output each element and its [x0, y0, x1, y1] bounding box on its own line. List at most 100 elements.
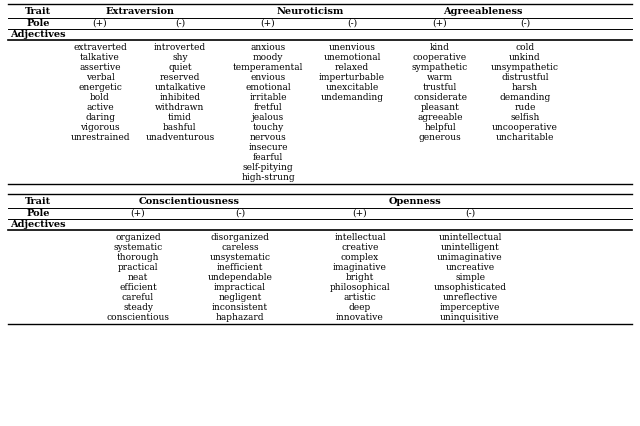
Text: demanding: demanding	[499, 92, 550, 101]
Text: artistic: artistic	[344, 293, 376, 302]
Text: inhibited: inhibited	[159, 92, 200, 101]
Text: fearful: fearful	[253, 153, 283, 161]
Text: unintellectual: unintellectual	[438, 233, 502, 242]
Text: irritable: irritable	[249, 92, 287, 101]
Text: uncooperative: uncooperative	[492, 123, 558, 132]
Text: systematic: systematic	[113, 242, 163, 251]
Text: Openness: Openness	[388, 196, 442, 205]
Text: thorough: thorough	[116, 253, 159, 262]
Text: conscientious: conscientious	[106, 313, 170, 322]
Text: considerate: considerate	[413, 92, 467, 101]
Text: vigorous: vigorous	[80, 123, 120, 132]
Text: intellectual: intellectual	[334, 233, 386, 242]
Text: unimaginative: unimaginative	[437, 253, 503, 262]
Text: steady: steady	[123, 302, 153, 311]
Text: Pole: Pole	[26, 209, 50, 218]
Text: self-pitying: self-pitying	[243, 162, 293, 172]
Text: (-): (-)	[465, 209, 475, 218]
Text: temperamental: temperamental	[233, 63, 303, 72]
Text: reserved: reserved	[160, 72, 200, 81]
Text: agreeable: agreeable	[417, 112, 463, 121]
Text: unenvious: unenvious	[328, 43, 376, 52]
Text: helpful: helpful	[424, 123, 456, 132]
Text: careful: careful	[122, 293, 154, 302]
Text: warm: warm	[427, 72, 453, 81]
Text: uncreative: uncreative	[445, 262, 495, 271]
Text: active: active	[86, 103, 114, 112]
Text: efficient: efficient	[119, 282, 157, 291]
Text: daring: daring	[85, 112, 115, 121]
Text: inconsistent: inconsistent	[212, 302, 268, 311]
Text: bashful: bashful	[163, 123, 196, 132]
Text: (-): (-)	[235, 209, 245, 218]
Text: bold: bold	[90, 92, 110, 101]
Text: (+): (+)	[93, 19, 108, 28]
Text: emotional: emotional	[245, 83, 291, 92]
Text: (-): (-)	[175, 19, 185, 28]
Text: deep: deep	[349, 302, 371, 311]
Text: Agreeableness: Agreeableness	[443, 6, 522, 15]
Text: anxious: anxious	[250, 43, 285, 52]
Text: (+): (+)	[260, 19, 275, 28]
Text: timid: timid	[168, 112, 192, 121]
Text: organized: organized	[115, 233, 161, 242]
Text: negligent: negligent	[218, 293, 262, 302]
Text: distrustful: distrustful	[501, 72, 548, 81]
Text: unsystematic: unsystematic	[209, 253, 271, 262]
Text: careless: careless	[221, 242, 259, 251]
Text: simple: simple	[455, 273, 485, 282]
Text: Pole: Pole	[26, 19, 50, 28]
Text: shy: shy	[172, 52, 188, 61]
Text: Trait: Trait	[25, 6, 51, 15]
Text: uninquisitive: uninquisitive	[440, 313, 500, 322]
Text: imperceptive: imperceptive	[440, 302, 500, 311]
Text: jealous: jealous	[252, 112, 284, 121]
Text: complex: complex	[341, 253, 379, 262]
Text: pleasant: pleasant	[420, 103, 460, 112]
Text: Adjectives: Adjectives	[10, 30, 66, 39]
Text: harsh: harsh	[512, 83, 538, 92]
Text: trustful: trustful	[423, 83, 457, 92]
Text: withdrawn: withdrawn	[156, 103, 205, 112]
Text: undemanding: undemanding	[321, 92, 383, 101]
Text: unsophisticated: unsophisticated	[433, 282, 506, 291]
Text: (-): (-)	[520, 19, 530, 28]
Text: (+): (+)	[433, 19, 447, 28]
Text: rude: rude	[515, 103, 536, 112]
Text: imaginative: imaginative	[333, 262, 387, 271]
Text: (+): (+)	[131, 209, 145, 218]
Text: unrestrained: unrestrained	[70, 132, 130, 141]
Text: kind: kind	[430, 43, 450, 52]
Text: unsympathetic: unsympathetic	[491, 63, 559, 72]
Text: cold: cold	[515, 43, 534, 52]
Text: imperturbable: imperturbable	[319, 72, 385, 81]
Text: unexcitable: unexcitable	[325, 83, 379, 92]
Text: Neuroticism: Neuroticism	[276, 6, 344, 15]
Text: unemotional: unemotional	[323, 52, 381, 61]
Text: innovative: innovative	[336, 313, 384, 322]
Text: philosophical: philosophical	[330, 282, 390, 291]
Text: practical: practical	[118, 262, 158, 271]
Text: Conscientiousness: Conscientiousness	[138, 196, 239, 205]
Text: undependable: undependable	[207, 273, 273, 282]
Text: verbal: verbal	[86, 72, 115, 81]
Text: Adjectives: Adjectives	[10, 220, 66, 229]
Text: unadventurous: unadventurous	[145, 132, 214, 141]
Text: haphazard: haphazard	[216, 313, 264, 322]
Text: insecure: insecure	[248, 143, 288, 152]
Text: uncharitable: uncharitable	[496, 132, 554, 141]
Text: high-strung: high-strung	[241, 173, 295, 181]
Text: introverted: introverted	[154, 43, 206, 52]
Text: talkative: talkative	[80, 52, 120, 61]
Text: unkind: unkind	[509, 52, 541, 61]
Text: unreflective: unreflective	[442, 293, 497, 302]
Text: (-): (-)	[347, 19, 357, 28]
Text: impractical: impractical	[214, 282, 266, 291]
Text: Extraversion: Extraversion	[106, 6, 175, 15]
Text: Trait: Trait	[25, 196, 51, 205]
Text: inefficient: inefficient	[217, 262, 263, 271]
Text: unintelligent: unintelligent	[440, 242, 499, 251]
Text: generous: generous	[419, 132, 461, 141]
Text: nervous: nervous	[250, 132, 286, 141]
Text: quiet: quiet	[168, 63, 192, 72]
